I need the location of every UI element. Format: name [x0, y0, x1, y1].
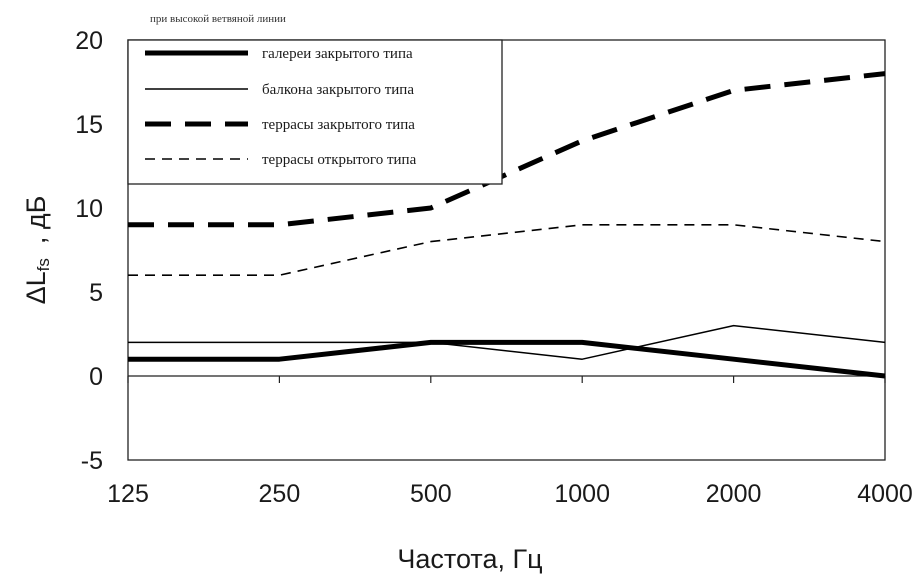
series-line-3	[128, 71, 886, 228]
y-tick-label: 10	[75, 195, 103, 223]
legend-title: при высокой ветвяной линии	[150, 13, 286, 25]
x-tick-label: 2000	[706, 480, 762, 508]
y-tick-labels: 20 15 10 5 0 -5	[75, 27, 103, 475]
x-tick-label: 250	[259, 480, 301, 508]
y-axis-label: ΔLfs , дБ	[21, 196, 53, 305]
legend-label: балкона закрытого типа	[262, 82, 414, 98]
x-tick-label: 125	[107, 480, 149, 508]
x-tick-label: 1000	[554, 480, 610, 508]
y-axis-label-main: ΔL	[21, 271, 51, 304]
x-axis-label: Частота, Гц	[397, 544, 542, 574]
legend-box	[127, 39, 503, 185]
y-tick-label: 5	[89, 279, 103, 307]
x-tick-labels: 125 250 500 1000 2000 4000	[107, 480, 913, 508]
y-tick-label: 0	[89, 363, 103, 391]
y-tick-label: 15	[75, 111, 103, 139]
legend-label: террасы закрытого типа	[262, 117, 415, 133]
y-axis-label-unit: , дБ	[21, 196, 51, 244]
legend-label: террасы открытого типа	[262, 152, 417, 168]
plot-frame	[127, 39, 886, 461]
series-line-1	[128, 339, 886, 379]
x-tick-label: 500	[410, 480, 452, 508]
legend-items: галереи закрытого типа балкона закрытого …	[145, 46, 417, 168]
x-tick-marks	[127, 376, 886, 383]
svg-text:ΔLfs, дБ: ΔLfs , дБ	[21, 196, 53, 305]
y-tick-label: -5	[81, 447, 103, 475]
series-line-2	[128, 324, 886, 360]
y-tick-label: 20	[75, 27, 103, 55]
legend: галереи закрытого типа балкона закрытого …	[127, 39, 503, 185]
series-lines	[128, 71, 886, 379]
series-line-4	[128, 224, 886, 277]
y-axis-label-sub: fs	[34, 258, 53, 271]
legend-label: галереи закрытого типа	[262, 46, 413, 62]
x-tick-label: 4000	[857, 480, 913, 508]
